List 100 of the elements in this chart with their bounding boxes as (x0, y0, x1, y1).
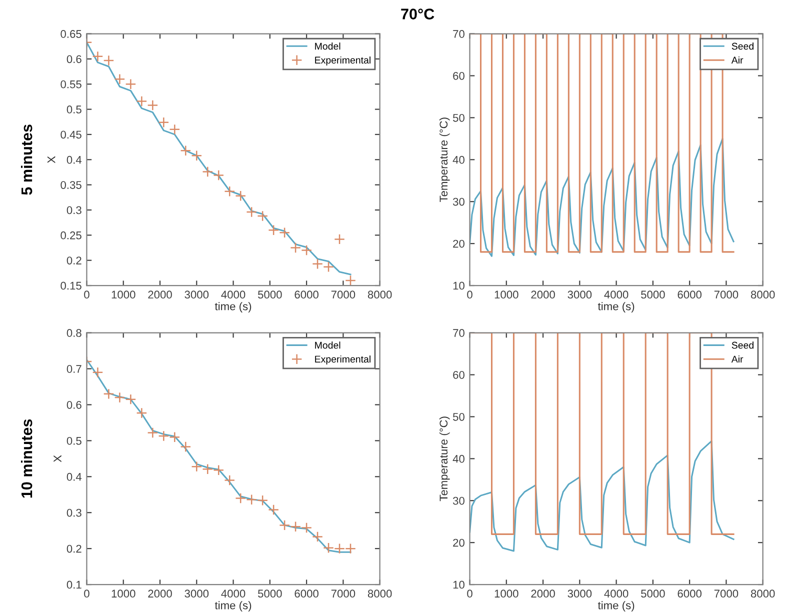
point (103, 388, 114, 400)
x-tick-label: 6000 (678, 290, 702, 299)
y-tick-label: 70 (453, 329, 464, 337)
x-tick-label: 7000 (331, 590, 356, 598)
x-tick-label: 0 (467, 290, 472, 299)
y-tick-label: 60 (453, 371, 464, 379)
y-axis-title: Temperature (°C) (439, 118, 450, 202)
point (323, 542, 334, 554)
point (213, 464, 224, 476)
y-tick-label: 10 (453, 282, 464, 290)
point (136, 96, 148, 107)
x-tick-label: 4000 (604, 290, 628, 299)
x-tick-label: 1000 (494, 290, 518, 299)
point (191, 150, 202, 162)
y-tick-label: 0.35 (60, 181, 82, 189)
point (301, 244, 312, 256)
y-tick-label: 0.15 (60, 282, 82, 290)
legend-label: Air (731, 355, 744, 363)
point (114, 74, 126, 85)
x-tick-label: 2000 (531, 290, 555, 299)
point (345, 274, 356, 286)
y-tick-label: 30 (452, 496, 464, 505)
line-series (470, 138, 734, 257)
x-tick-label: 4000 (604, 590, 628, 598)
x-tick-label: 3000 (568, 590, 592, 598)
legend-label: Air (731, 56, 744, 64)
point (224, 186, 236, 197)
y-tick-label: 0.5 (66, 436, 82, 445)
legend-label: Experimental (315, 56, 370, 66)
x-tick-label: 7000 (714, 290, 738, 299)
x-tick-label: 8000 (368, 590, 392, 598)
x-tick-label: 4000 (221, 590, 246, 598)
x-tick-label: 1000 (494, 590, 518, 598)
x-tick-label: 1000 (112, 290, 136, 299)
y-tick-label: 30 (452, 198, 464, 206)
y-tick-label: 0.4 (66, 156, 82, 164)
point (279, 520, 290, 531)
y-tick-label: 20 (453, 240, 464, 248)
x-tick-label: 7000 (331, 290, 356, 299)
y-tick-label: 0.6 (66, 55, 82, 64)
point (279, 227, 290, 238)
y-tick-label: 0.8 (66, 329, 82, 337)
point (257, 494, 268, 506)
point (246, 206, 258, 218)
y-tick-label: 0.7 (66, 365, 82, 373)
legend-label: Model (315, 42, 340, 50)
y-axis-title: X (48, 156, 56, 164)
point (290, 242, 302, 254)
legend-label: Model (315, 342, 340, 349)
x-tick-label: 2000 (148, 590, 172, 598)
x-tick-label: 0 (467, 590, 472, 598)
x-tick-label: 8000 (368, 290, 392, 299)
legend-label: Seed (732, 342, 754, 349)
legend-label: Seed (732, 42, 754, 50)
x-axis-title: time (s) (214, 302, 252, 312)
point (334, 543, 346, 554)
x-axis-title: time (s) (598, 601, 634, 612)
y-tick-label: 10 (453, 580, 464, 589)
point (136, 408, 148, 418)
y-tick-label: 50 (452, 114, 464, 122)
point (158, 430, 170, 442)
x-tick-label: 8000 (750, 290, 775, 299)
point (345, 543, 356, 554)
point (202, 166, 214, 178)
x-tick-label: 4000 (221, 290, 246, 299)
legend-label: Experimental (315, 355, 370, 365)
x-tick-label: 0 (84, 590, 90, 598)
x-tick-label: 6000 (678, 590, 702, 598)
point (92, 366, 104, 378)
point (114, 392, 126, 404)
point (147, 100, 158, 111)
x-tick-label: 2000 (148, 290, 172, 299)
line-series (470, 440, 734, 552)
point (224, 474, 236, 486)
text: 5 minutes (20, 124, 32, 195)
x-tick-label: 6000 (294, 590, 318, 598)
point (169, 432, 180, 443)
point (235, 190, 246, 202)
x-tick-label: 5000 (258, 590, 282, 598)
point (180, 145, 192, 156)
x-tick-label: 3000 (184, 590, 209, 598)
x-tick-label: 7000 (714, 590, 738, 598)
y-tick-label: 70 (453, 30, 464, 38)
point (301, 522, 312, 534)
x-tick-label: 3000 (184, 290, 209, 299)
y-tick-label: 0.4 (66, 472, 82, 481)
point (268, 504, 280, 516)
y-tick-label: 0.3 (66, 206, 82, 214)
x-tick-label: 6000 (294, 290, 318, 299)
point (323, 261, 334, 272)
point (92, 50, 104, 62)
x-tick-label: 3000 (568, 290, 592, 299)
x-tick-label: 0 (84, 290, 90, 299)
point (312, 258, 324, 270)
point (290, 521, 302, 532)
y-tick-label: 0.65 (60, 30, 82, 38)
text: 10 minutes (20, 419, 32, 498)
y-tick-label: 0.2 (66, 256, 82, 264)
y-tick-label: 0.5 (66, 106, 82, 114)
point (257, 210, 268, 222)
